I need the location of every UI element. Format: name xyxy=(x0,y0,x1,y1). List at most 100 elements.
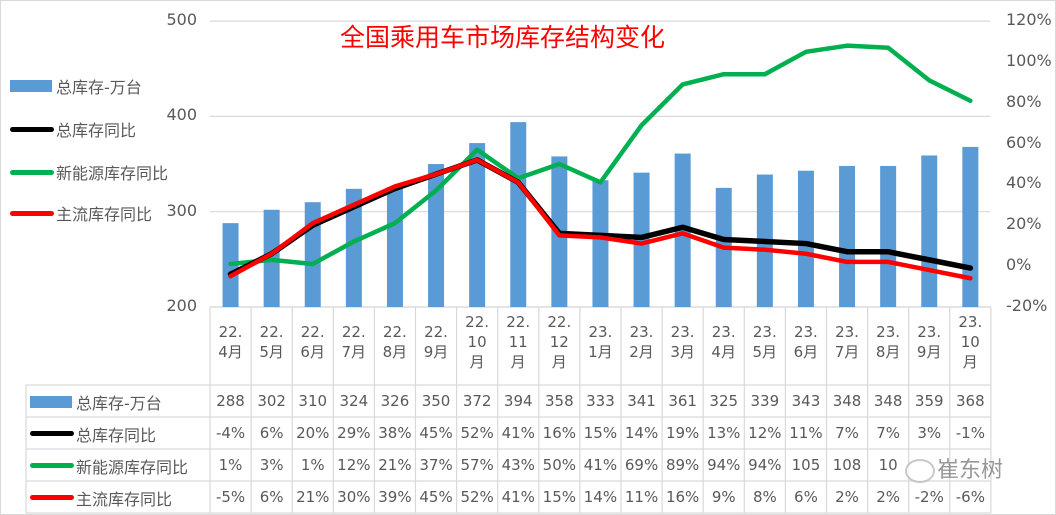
legend-label: 新能源库存同比 xyxy=(56,164,169,183)
table-cell: 15% xyxy=(583,424,618,442)
line-swatch-icon xyxy=(30,495,74,500)
category-label: 23. 3月 xyxy=(670,323,695,361)
table-cell: 41% xyxy=(501,424,535,442)
right-tick: 120% xyxy=(1006,10,1052,30)
table-cell: 39% xyxy=(378,488,412,506)
table-cell: 372 xyxy=(462,392,492,410)
table-cell: 69% xyxy=(624,456,659,474)
table-cell: 38% xyxy=(378,424,412,442)
table-cell: 1% xyxy=(218,456,243,474)
table-cell: 52% xyxy=(460,488,494,506)
table-cell: 29% xyxy=(337,424,371,442)
table-cell: 358 xyxy=(545,392,574,410)
right-tick: 20% xyxy=(1006,214,1042,234)
table-row-label: 总库存-万台 xyxy=(30,386,162,417)
table-cell: 10 xyxy=(878,456,898,474)
category-label: 23. 9月 xyxy=(916,323,942,361)
table-cell: 15% xyxy=(542,488,577,506)
table-cell: 11% xyxy=(624,488,659,506)
table-cell: 41% xyxy=(583,456,618,474)
right-tick: 100% xyxy=(1006,51,1052,70)
category-label: 22. 5月 xyxy=(259,323,284,361)
table-cell: 41% xyxy=(501,488,535,506)
bar xyxy=(469,143,486,307)
table-cell: -6% xyxy=(955,488,985,506)
category-label: 22. 6月 xyxy=(300,323,325,361)
table-cell: 6% xyxy=(259,424,284,442)
table-cell: 108 xyxy=(832,456,862,474)
table-cell: 11% xyxy=(789,424,823,442)
table-cell: 3% xyxy=(917,424,942,442)
left-tick: 300 xyxy=(166,200,197,220)
bar xyxy=(880,165,897,307)
table-cell: 1% xyxy=(300,456,325,474)
category-label: 22. 10 月 xyxy=(465,313,490,371)
table-cell: 52% xyxy=(460,424,494,442)
legend-item: 总库存同比 xyxy=(10,117,136,141)
table-cell: 2% xyxy=(835,488,859,506)
category-label: 23. 4月 xyxy=(711,323,736,361)
line-3 xyxy=(228,157,973,281)
bar xyxy=(345,188,362,307)
bar xyxy=(428,164,445,307)
bar-swatch-icon xyxy=(10,80,52,92)
table-cell: 348 xyxy=(873,392,903,410)
legend-item: 总库存-万台 xyxy=(10,74,142,98)
table-cell: 348 xyxy=(832,392,862,410)
bar xyxy=(797,170,814,307)
table-cell: 288 xyxy=(216,392,245,410)
table-cell: -4% xyxy=(215,424,246,442)
table-row-label: 主流库存同比 xyxy=(30,482,172,513)
table-cell: 7% xyxy=(835,424,859,442)
table-cell: 310 xyxy=(298,392,328,410)
watermark-text: 崔东树 xyxy=(937,458,1004,483)
line-2 xyxy=(228,43,973,267)
bar xyxy=(674,153,691,307)
table-cell: -1% xyxy=(955,424,985,442)
category-label: 23. 6月 xyxy=(793,323,819,361)
table-row-label: 总库存同比 xyxy=(30,418,156,449)
table-cell: 2% xyxy=(876,488,901,506)
table-cell: 30% xyxy=(337,488,371,506)
table-cell: 16% xyxy=(542,424,577,442)
category-label: 23. 1月 xyxy=(588,323,613,361)
table-row-label: 新能源库存同比 xyxy=(30,450,188,481)
category-label: 22. 9月 xyxy=(423,323,449,361)
category-label: 23. 8月 xyxy=(875,323,901,361)
watermark: 崔东树 xyxy=(905,452,1003,484)
table-cell: 50% xyxy=(542,456,577,474)
table-cell: 20% xyxy=(296,424,330,442)
line-swatch-icon xyxy=(10,126,54,132)
table-cell: -2% xyxy=(914,488,944,506)
legend-label: 主流库存同比 xyxy=(56,205,153,224)
table-cell: 94% xyxy=(748,456,782,474)
right-tick: 40% xyxy=(1006,173,1042,193)
table-cell: 341 xyxy=(627,392,656,410)
table-cell: 105 xyxy=(791,456,821,474)
bar xyxy=(839,165,856,307)
line-swatch-icon xyxy=(10,210,54,216)
category-label: 23. 10 月 xyxy=(958,313,983,371)
table-cell: 6% xyxy=(259,488,284,506)
bar xyxy=(921,155,938,307)
table-cell: 12% xyxy=(748,424,782,442)
table-cell: 3% xyxy=(259,456,284,474)
left-tick: 400 xyxy=(166,105,197,125)
bar-swatch-icon xyxy=(30,395,72,408)
legend-item: 主流库存同比 xyxy=(10,201,152,225)
table-cell: 368 xyxy=(956,392,985,410)
category-label: 22. 8月 xyxy=(382,323,408,361)
table-cell: 14% xyxy=(583,488,618,506)
bar xyxy=(304,202,321,307)
table-cell: 326 xyxy=(380,392,410,410)
table-cell: 333 xyxy=(586,392,615,410)
table-cell: 302 xyxy=(257,392,286,410)
table-cell: 43% xyxy=(501,456,535,474)
left-tick: 500 xyxy=(166,10,197,30)
legend-item: 新能源库存同比 xyxy=(10,160,168,184)
table-cell: 361 xyxy=(668,392,697,410)
right-tick: 80% xyxy=(1006,91,1042,111)
table-cell: 394 xyxy=(503,392,533,410)
table-cell: 9% xyxy=(711,488,736,506)
